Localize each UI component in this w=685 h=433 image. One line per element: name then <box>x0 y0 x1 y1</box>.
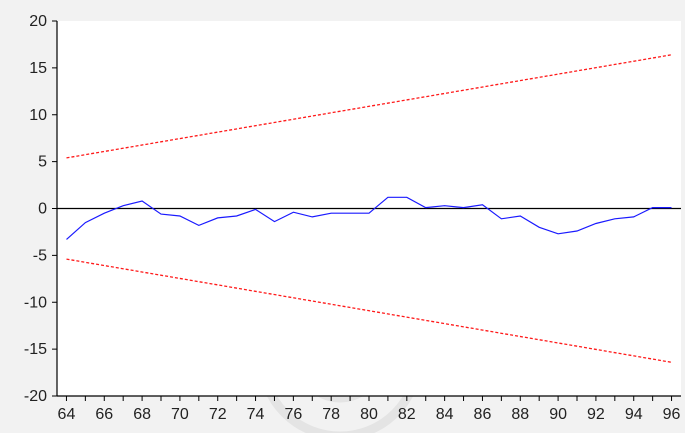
data-point-s1-13 <box>312 216 313 217</box>
data-point-s3-0 <box>66 259 67 260</box>
x-tick-label: 72 <box>209 406 227 423</box>
series-line-1 <box>66 196 672 240</box>
data-point-s1-24 <box>520 215 521 216</box>
data-point-s1-10 <box>255 209 256 210</box>
y-tick-label: 10 <box>29 107 47 124</box>
x-tick-label: 86 <box>474 406 492 423</box>
data-point-s1-11 <box>274 221 275 222</box>
data-point-s1-20 <box>444 205 445 206</box>
data-point-s1-28 <box>595 223 596 224</box>
x-tick-label: 92 <box>587 406 605 423</box>
data-point-s1-32 <box>671 207 672 208</box>
data-point-s1-31 <box>652 207 653 208</box>
y-tick-label: 15 <box>29 60 47 77</box>
axis-layer: -20 -15 -10 -5 0 5 10 15 20 64 66 68 70 72 74 76 78 80 82 8… <box>24 13 681 423</box>
data-point-s1-26 <box>558 233 559 234</box>
x-tick-label: 90 <box>549 406 567 423</box>
data-point-s1-3 <box>123 205 124 206</box>
data-point-s1-8 <box>217 217 218 218</box>
data-point-s1-25 <box>539 227 540 228</box>
data-point-s1-29 <box>614 218 615 219</box>
data-point-s1-12 <box>293 212 294 213</box>
y-tick-label: -5 <box>33 247 47 264</box>
data-point-s1-16 <box>368 213 369 214</box>
x-tick-label: 74 <box>247 406 265 423</box>
x-tick-label: 76 <box>284 406 302 423</box>
series-layer <box>57 54 681 363</box>
y-tick-label: -15 <box>24 341 47 358</box>
y-tick-label: 5 <box>38 154 47 171</box>
y-tick-label: -10 <box>24 294 47 311</box>
data-point-s1-14 <box>331 213 332 214</box>
data-point-s1-4 <box>142 200 143 201</box>
data-point-s1-2 <box>104 213 105 214</box>
data-point-s1-5 <box>160 214 161 215</box>
series-line-2 <box>66 54 672 159</box>
data-point-s1-0 <box>66 239 67 240</box>
x-tick-label: 84 <box>436 406 454 423</box>
data-point-s1-23 <box>501 218 502 219</box>
x-tick-label: 66 <box>95 406 113 423</box>
x-tick-label: 78 <box>322 406 340 423</box>
data-point-s1-17 <box>387 197 388 198</box>
data-point-s1-6 <box>179 215 180 216</box>
y-tick-label: -20 <box>24 388 47 405</box>
data-point-s1-15 <box>350 213 351 214</box>
x-tick-label: 96 <box>663 406 681 423</box>
data-point-s1-1 <box>85 222 86 223</box>
x-tick-label: 70 <box>171 406 189 423</box>
data-point-s1-9 <box>236 215 237 216</box>
data-point-s3-1 <box>671 362 672 363</box>
data-point-s1-7 <box>198 225 199 226</box>
x-tick-label: 80 <box>360 406 378 423</box>
data-point-s1-19 <box>425 207 426 208</box>
x-tick-label: 82 <box>398 406 416 423</box>
data-point-s1-27 <box>576 230 577 231</box>
x-tick-label: 88 <box>511 406 529 423</box>
y-tick-label: 0 <box>38 201 47 218</box>
x-tick-label: 94 <box>625 406 643 423</box>
x-tick-label: 68 <box>133 406 151 423</box>
y-tick-label: 20 <box>29 13 47 30</box>
series-line-3 <box>66 258 672 363</box>
data-point-s2-0 <box>66 157 67 158</box>
data-point-s1-30 <box>633 216 634 217</box>
data-point-s1-21 <box>463 207 464 208</box>
data-point-s1-22 <box>482 204 483 205</box>
data-point-s1-18 <box>406 197 407 198</box>
x-tick-label: 64 <box>58 406 76 423</box>
data-point-s2-1 <box>671 54 672 55</box>
